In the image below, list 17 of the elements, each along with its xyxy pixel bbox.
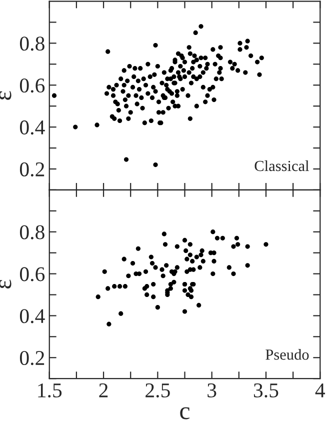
annotation: Pseudo: [266, 349, 309, 360]
y-tick-label: 0.8: [20, 36, 44, 51]
x-tick-label: 2.5: [146, 383, 170, 398]
x-tick-label: 3.5: [254, 383, 278, 398]
annotation: Classical: [254, 160, 309, 172]
y-tick-label: 0.4: [20, 309, 45, 324]
y-tick-label: 0.2: [20, 162, 44, 176]
x-tick-label: 3: [208, 383, 216, 398]
y-tick-label: 0.8: [20, 225, 44, 240]
y-tick-label: 0.6: [20, 78, 45, 93]
x-tick-label: 4: [315, 383, 326, 398]
y-tick-label: 0.2: [20, 350, 44, 366]
y-tick-label: 0.6: [20, 267, 45, 282]
x-tick-label: 2: [99, 383, 108, 398]
x-axis-title: c: [180, 407, 190, 420]
y-tick-label: 0.4: [20, 120, 45, 135]
x-tick-label: 1.5: [38, 383, 62, 398]
